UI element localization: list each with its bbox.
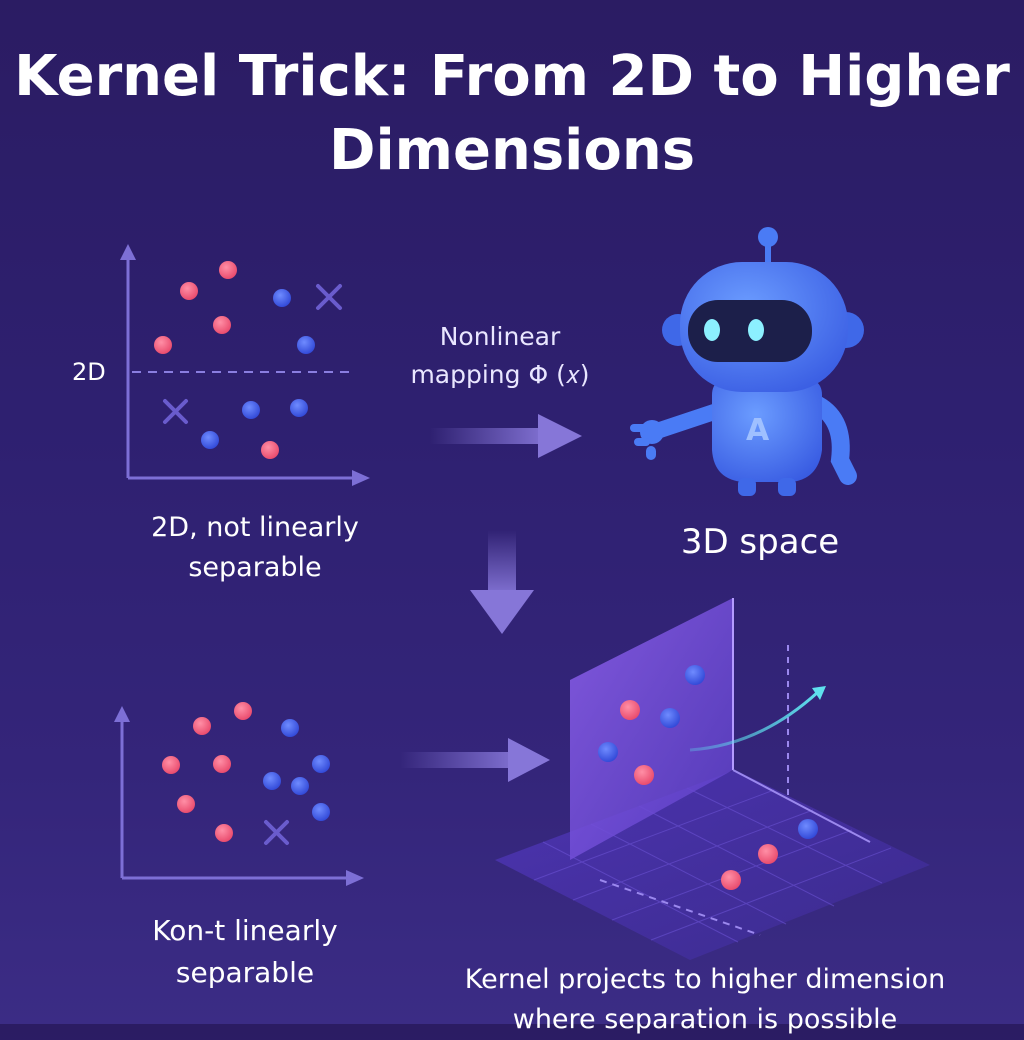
mapping-label: Nonlinear mapping Φ (𝑥) xyxy=(380,318,620,394)
red-point xyxy=(177,795,195,813)
red-point xyxy=(215,824,233,842)
red-point xyxy=(634,765,654,785)
robot-right-eye xyxy=(748,319,764,341)
x-marker xyxy=(316,284,342,310)
red-point xyxy=(162,756,180,774)
red-point xyxy=(213,755,231,773)
blue-point xyxy=(297,336,315,354)
caption-top-line2: separable xyxy=(188,552,322,583)
caption-kernel-line2: where separation is possible xyxy=(512,1004,898,1035)
caption-bottom: Kon-t linearly separable xyxy=(120,910,370,994)
red-point xyxy=(234,702,252,720)
blue-point xyxy=(685,665,705,685)
axis-line xyxy=(732,769,871,843)
plot-2d-top xyxy=(120,244,370,486)
plot-3d xyxy=(495,598,930,960)
blue-point xyxy=(201,431,219,449)
caption-bottom-line1: Kon-t linearly xyxy=(152,914,338,947)
y-axis-arrow xyxy=(114,706,130,722)
red-point xyxy=(721,870,741,890)
caption-top: 2D, not linearly separable xyxy=(110,508,400,588)
blue-point xyxy=(598,742,618,762)
robot-right-arm xyxy=(809,396,857,485)
space-3d-label: 3D space xyxy=(680,522,840,562)
red-point xyxy=(180,282,198,300)
projection-arrow xyxy=(400,738,550,782)
blue-point xyxy=(273,289,291,307)
down-arrow xyxy=(470,530,534,634)
red-point xyxy=(620,700,640,720)
robot-left-arm xyxy=(652,402,728,438)
red-point xyxy=(213,316,231,334)
caption-bottom-line2: separable xyxy=(175,956,315,989)
robot-body xyxy=(712,378,822,482)
blue-point xyxy=(290,399,308,417)
blue-point xyxy=(312,803,330,821)
mapping-label-line2: mapping Φ (𝑥) xyxy=(410,360,590,389)
red-point xyxy=(193,717,211,735)
robot-left-eye xyxy=(704,319,720,341)
floor-dashed-line xyxy=(599,879,761,936)
robot-illustration: A xyxy=(630,227,864,496)
x-marker xyxy=(264,820,289,845)
y-axis-arrow xyxy=(120,244,136,260)
robot-left-leg xyxy=(738,478,756,496)
blue-point xyxy=(660,708,680,728)
separation-curve xyxy=(689,690,820,752)
blue-point xyxy=(798,819,818,839)
caption-kernel: Kernel projects to higher dimension wher… xyxy=(440,960,970,1040)
x-marker xyxy=(163,399,188,424)
robot-right-leg xyxy=(778,478,796,496)
blue-point xyxy=(263,772,281,790)
floor-plane xyxy=(495,770,930,960)
page-title: Kernel Trick: From 2D to Higher Dimensio… xyxy=(14,44,1010,183)
mapping-label-line1: Nonlinear xyxy=(439,322,561,351)
caption-kernel-line1: Kernel projects to higher dimension xyxy=(464,964,946,995)
curve-arrowhead xyxy=(812,686,826,700)
red-point xyxy=(261,441,279,459)
x-axis-arrow xyxy=(346,870,364,886)
robot-antenna xyxy=(758,227,778,247)
robot-badge-label: A xyxy=(746,413,770,448)
robot-left-hand xyxy=(630,420,664,460)
mapping-arrow xyxy=(430,414,582,458)
plot-2d-bottom xyxy=(114,702,364,886)
caption-top-line1: 2D, not linearly xyxy=(151,512,359,543)
separating-plane xyxy=(570,598,733,860)
red-point xyxy=(758,844,778,864)
x-axis-arrow xyxy=(352,470,370,486)
blue-point xyxy=(312,755,330,773)
red-point xyxy=(154,336,172,354)
blue-point xyxy=(281,719,299,737)
blue-point xyxy=(242,401,260,419)
dimension-2d-label: 2D xyxy=(72,358,106,386)
blue-point xyxy=(291,777,309,795)
red-point xyxy=(219,261,237,279)
